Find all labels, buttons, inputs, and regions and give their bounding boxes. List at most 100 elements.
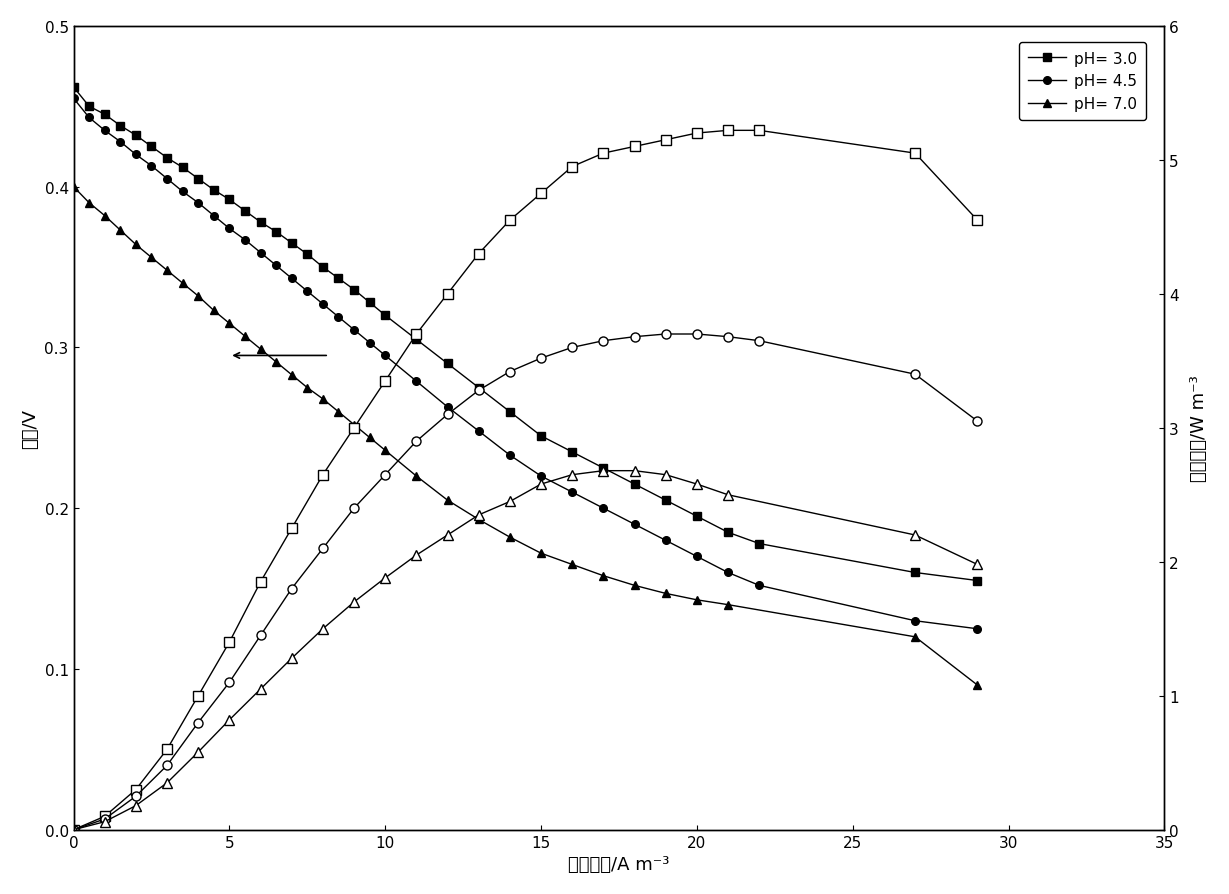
pH= 4.5 bbox=[81, 113, 96, 123]
pH= 3.0 bbox=[565, 447, 580, 458]
pH= 4.5 bbox=[316, 299, 331, 310]
pH= 7.0 bbox=[81, 198, 96, 209]
pH= 4.5 bbox=[222, 224, 237, 234]
pH= 3.0 bbox=[409, 334, 424, 345]
pH= 4.5 bbox=[129, 150, 144, 161]
pH= 3.0 bbox=[144, 142, 159, 153]
pH= 4.5 bbox=[565, 487, 580, 498]
pH= 3.0 bbox=[300, 249, 315, 260]
pH= 4.5 bbox=[908, 616, 923, 627]
pH= 4.5 bbox=[503, 451, 517, 461]
pH= 3.0 bbox=[331, 274, 345, 284]
pH= 7.0 bbox=[253, 344, 268, 355]
pH= 3.0 bbox=[970, 576, 984, 586]
pH= 3.0 bbox=[659, 495, 673, 506]
pH= 3.0 bbox=[720, 527, 735, 538]
pH= 3.0 bbox=[190, 174, 205, 185]
pH= 3.0 bbox=[160, 153, 175, 164]
pH= 3.0 bbox=[316, 262, 331, 273]
pH= 7.0 bbox=[316, 394, 331, 405]
pH= 3.0 bbox=[253, 217, 268, 228]
pH= 4.5 bbox=[176, 187, 190, 198]
pH= 7.0 bbox=[970, 680, 984, 691]
pH= 3.0 bbox=[81, 102, 96, 113]
pH= 3.0 bbox=[347, 285, 361, 296]
Y-axis label: 功率密度/W m⁻³: 功率密度/W m⁻³ bbox=[1190, 375, 1208, 482]
pH= 7.0 bbox=[627, 580, 642, 591]
pH= 7.0 bbox=[908, 632, 923, 643]
pH= 3.0 bbox=[627, 479, 642, 490]
pH= 4.5 bbox=[160, 174, 175, 185]
pH= 4.5 bbox=[533, 471, 548, 482]
pH= 7.0 bbox=[659, 588, 673, 599]
pH= 4.5 bbox=[689, 552, 704, 562]
pH= 3.0 bbox=[377, 310, 392, 321]
pH= 3.0 bbox=[97, 110, 112, 121]
pH= 7.0 bbox=[689, 595, 704, 605]
pH= 7.0 bbox=[377, 445, 392, 456]
pH= 4.5 bbox=[206, 211, 221, 222]
pH= 4.5 bbox=[720, 568, 735, 578]
pH= 3.0 bbox=[908, 568, 923, 578]
pH= 4.5 bbox=[97, 126, 112, 137]
pH= 3.0 bbox=[440, 358, 455, 369]
Y-axis label: 电压/V: 电压/V bbox=[21, 409, 39, 448]
pH= 7.0 bbox=[269, 357, 284, 367]
pH= 3.0 bbox=[472, 383, 487, 393]
Line: pH= 7.0: pH= 7.0 bbox=[69, 183, 982, 689]
pH= 3.0 bbox=[503, 407, 517, 417]
pH= 3.0 bbox=[533, 431, 548, 442]
pH= 3.0 bbox=[206, 185, 221, 196]
pH= 7.0 bbox=[347, 420, 361, 431]
pH= 4.5 bbox=[752, 580, 767, 591]
pH= 4.5 bbox=[596, 503, 611, 514]
pH= 4.5 bbox=[144, 161, 159, 172]
pH= 3.0 bbox=[222, 195, 237, 206]
pH= 7.0 bbox=[472, 514, 487, 525]
pH= 4.5 bbox=[377, 350, 392, 361]
pH= 7.0 bbox=[596, 570, 611, 581]
pH= 3.0 bbox=[176, 163, 190, 173]
pH= 7.0 bbox=[409, 471, 424, 482]
pH= 4.5 bbox=[347, 325, 361, 336]
pH= 4.5 bbox=[472, 426, 487, 437]
pH= 7.0 bbox=[440, 495, 455, 506]
pH= 4.5 bbox=[409, 376, 424, 387]
pH= 4.5 bbox=[363, 338, 377, 349]
pH= 3.0 bbox=[66, 82, 81, 93]
pH= 4.5 bbox=[253, 248, 268, 258]
pH= 4.5 bbox=[331, 312, 345, 323]
Line: pH= 4.5: pH= 4.5 bbox=[70, 96, 981, 633]
pH= 4.5 bbox=[66, 94, 81, 105]
pH= 4.5 bbox=[627, 519, 642, 530]
pH= 3.0 bbox=[284, 239, 299, 249]
X-axis label: 电流密度/A m⁻³: 电流密度/A m⁻³ bbox=[568, 856, 670, 873]
pH= 4.5 bbox=[237, 235, 252, 246]
Legend: pH= 3.0, pH= 4.5, pH= 7.0: pH= 3.0, pH= 4.5, pH= 7.0 bbox=[1019, 42, 1145, 121]
pH= 4.5 bbox=[659, 536, 673, 546]
pH= 4.5 bbox=[970, 624, 984, 635]
pH= 3.0 bbox=[237, 207, 252, 217]
pH= 7.0 bbox=[284, 370, 299, 381]
pH= 4.5 bbox=[284, 274, 299, 284]
pH= 3.0 bbox=[752, 538, 767, 549]
pH= 7.0 bbox=[97, 211, 112, 222]
pH= 7.0 bbox=[113, 225, 128, 236]
pH= 7.0 bbox=[190, 291, 205, 302]
pH= 4.5 bbox=[190, 198, 205, 209]
pH= 3.0 bbox=[363, 298, 377, 308]
pH= 4.5 bbox=[113, 137, 128, 148]
pH= 4.5 bbox=[440, 402, 455, 413]
pH= 7.0 bbox=[300, 383, 315, 393]
pH= 7.0 bbox=[237, 332, 252, 342]
pH= 7.0 bbox=[129, 240, 144, 250]
pH= 3.0 bbox=[113, 121, 128, 131]
pH= 7.0 bbox=[565, 560, 580, 570]
pH= 7.0 bbox=[222, 318, 237, 329]
pH= 7.0 bbox=[160, 266, 175, 276]
pH= 7.0 bbox=[176, 278, 190, 289]
pH= 4.5 bbox=[300, 286, 315, 297]
pH= 7.0 bbox=[720, 600, 735, 611]
pH= 7.0 bbox=[66, 182, 81, 193]
pH= 7.0 bbox=[503, 532, 517, 543]
